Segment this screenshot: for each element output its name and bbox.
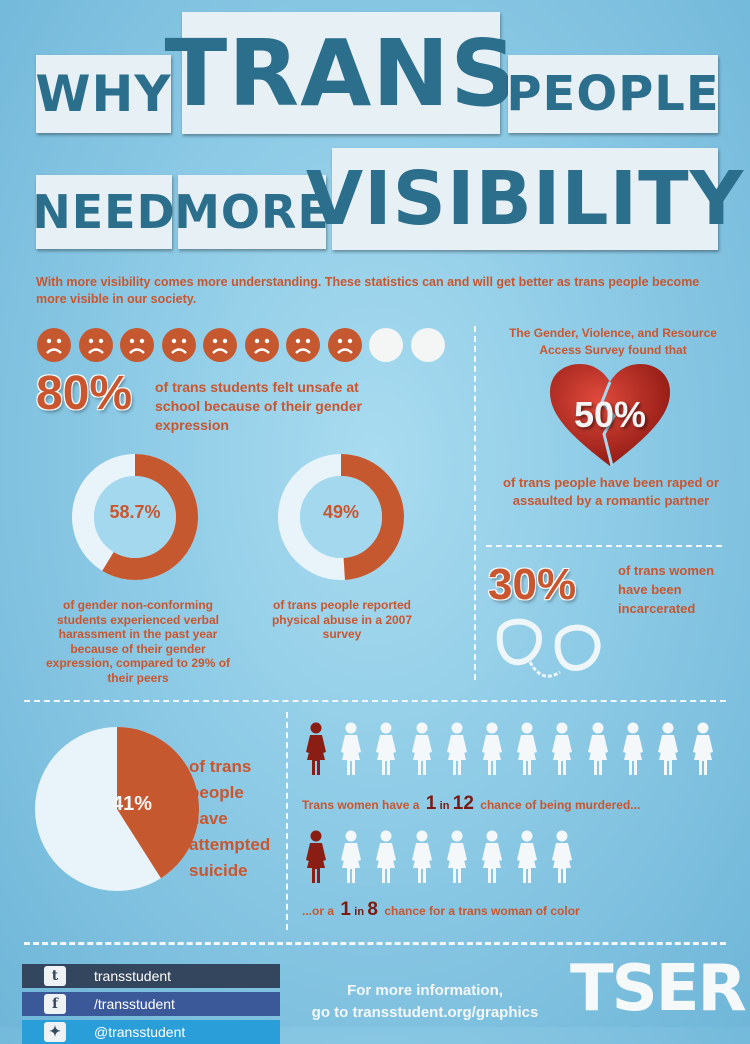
blank-face-icon <box>369 328 403 362</box>
murder-1-pre: Trans women have a <box>302 798 420 812</box>
person-icon <box>654 722 682 781</box>
facebook-link[interactable]: f /transstudent <box>22 992 280 1016</box>
person-icon <box>548 830 576 889</box>
pie-41-value: 41% <box>112 793 153 815</box>
twitter-link[interactable]: ✦ @transstudent <box>22 1020 280 1044</box>
donut-49-value: 49% <box>322 502 360 522</box>
blank-face-icon <box>410 328 445 362</box>
sad-face-icon <box>161 328 196 362</box>
murder-2-line: ...or a 1 in 8 chance for a trans woman … <box>302 899 580 920</box>
tser-logo: TSER <box>570 952 747 1026</box>
sad-face-icon <box>203 328 237 362</box>
survey-value: 50% <box>573 394 647 435</box>
person-icon <box>689 722 717 781</box>
sad-face-icon <box>37 328 71 362</box>
tumblr-link[interactable]: t transstudent <box>22 964 280 988</box>
stat-80-text: of trans students felt unsafe at school … <box>155 379 362 433</box>
donut-chart-58 <box>72 454 198 580</box>
twitter-label: @transstudent <box>94 1024 186 1040</box>
murder-1-post: chance of being murdered... <box>480 798 641 812</box>
donut-chart-49 <box>278 454 404 580</box>
person-icon <box>548 722 576 781</box>
broken-heart-icon <box>550 364 670 467</box>
person-icon <box>372 830 400 889</box>
murder-2-num: 1 <box>340 899 351 920</box>
person-icon <box>443 830 471 889</box>
person-icon <box>584 722 612 781</box>
sad-face-icon <box>120 328 154 362</box>
stat-30-value: 30% <box>488 560 577 609</box>
person-icon <box>408 830 436 889</box>
tumblr-label: transstudent <box>94 968 172 984</box>
murder-2-den: 8 <box>367 899 378 920</box>
donut-58-text: of gender non-conforming students experi… <box>45 598 231 685</box>
title-word-trans: TRANS <box>164 12 517 134</box>
donut-49-arc <box>340 454 404 580</box>
footer-info-1: For more information, <box>347 982 503 999</box>
murder-1-line: Trans women have a 1 in 12 chance of bei… <box>302 793 641 814</box>
person-icon <box>619 722 647 781</box>
person-icon <box>337 722 365 781</box>
person-icon <box>408 722 436 781</box>
murder-2-in: in <box>354 906 365 918</box>
donut-58-value: 58.7% <box>109 502 161 522</box>
divider-vertical <box>474 326 476 680</box>
pie-chart-41 <box>35 727 199 891</box>
person-icon <box>478 722 506 781</box>
sad-face-icon <box>286 328 320 362</box>
murder-1-den: 12 <box>452 793 474 814</box>
divider-vertical-2 <box>286 712 288 930</box>
footer-info-2[interactable]: go to transstudent.org/graphics <box>311 1004 539 1021</box>
person-icon <box>513 830 541 889</box>
title-word-need: NEED <box>32 175 175 249</box>
title-word-why: WHY <box>35 55 171 133</box>
footer-info: For more information, go to transstudent… <box>290 980 560 1024</box>
person-highlight-icon <box>302 830 330 889</box>
title-word-visibility: VISIBILITY <box>306 148 743 250</box>
sad-face-icon <box>78 328 113 362</box>
stat-80-value: 80% <box>36 367 133 420</box>
stat-30-text: of trans women have been incarcerated <box>618 563 715 616</box>
murder-1-in: in <box>439 800 450 812</box>
divider-footer <box>24 942 726 945</box>
pie-41-slice <box>117 727 199 879</box>
title-word-people: PEOPLE <box>506 55 719 133</box>
murder-1-num: 1 <box>425 793 437 814</box>
handcuffs-icon <box>496 618 601 678</box>
header: WHY TRANS PEOPLE NEED MORE VISIBILITY <box>0 0 750 262</box>
title-word-more: MORE <box>174 175 329 249</box>
murder-2-pre: ...or a <box>302 904 335 918</box>
tumblr-icon: t <box>44 966 66 986</box>
person-icon <box>372 722 400 781</box>
sad-face-icon <box>244 328 279 362</box>
subtitle: With more visibility comes more understa… <box>36 275 700 306</box>
sad-face-icon <box>327 328 362 362</box>
person-icon <box>337 830 365 889</box>
divider-horizontal <box>24 700 726 702</box>
survey-text: of trans people have been raped or assau… <box>503 475 719 508</box>
donut-49-text: of trans people reported physical abuse … <box>271 598 413 641</box>
twitter-icon: ✦ <box>44 1022 66 1042</box>
pie-41-text: of trans people have attempted suicide <box>189 757 271 880</box>
murder-2-post: chance for a trans woman of color <box>384 904 580 918</box>
donut-58-arc <box>102 454 198 580</box>
survey-intro: The Gender, Violence, and Resource Acces… <box>509 326 717 357</box>
person-icon <box>443 722 471 781</box>
facebook-icon: f <box>44 994 66 1014</box>
facebook-label: /transstudent <box>94 996 175 1012</box>
divider-right <box>486 545 722 547</box>
person-icon <box>513 722 541 781</box>
person-icon <box>478 830 506 889</box>
person-highlight-icon <box>302 722 330 781</box>
